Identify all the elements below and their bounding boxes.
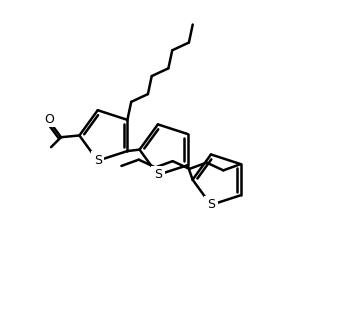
Text: S: S: [207, 198, 215, 212]
Text: S: S: [154, 168, 162, 181]
Text: O: O: [44, 113, 54, 126]
Text: S: S: [94, 154, 102, 167]
